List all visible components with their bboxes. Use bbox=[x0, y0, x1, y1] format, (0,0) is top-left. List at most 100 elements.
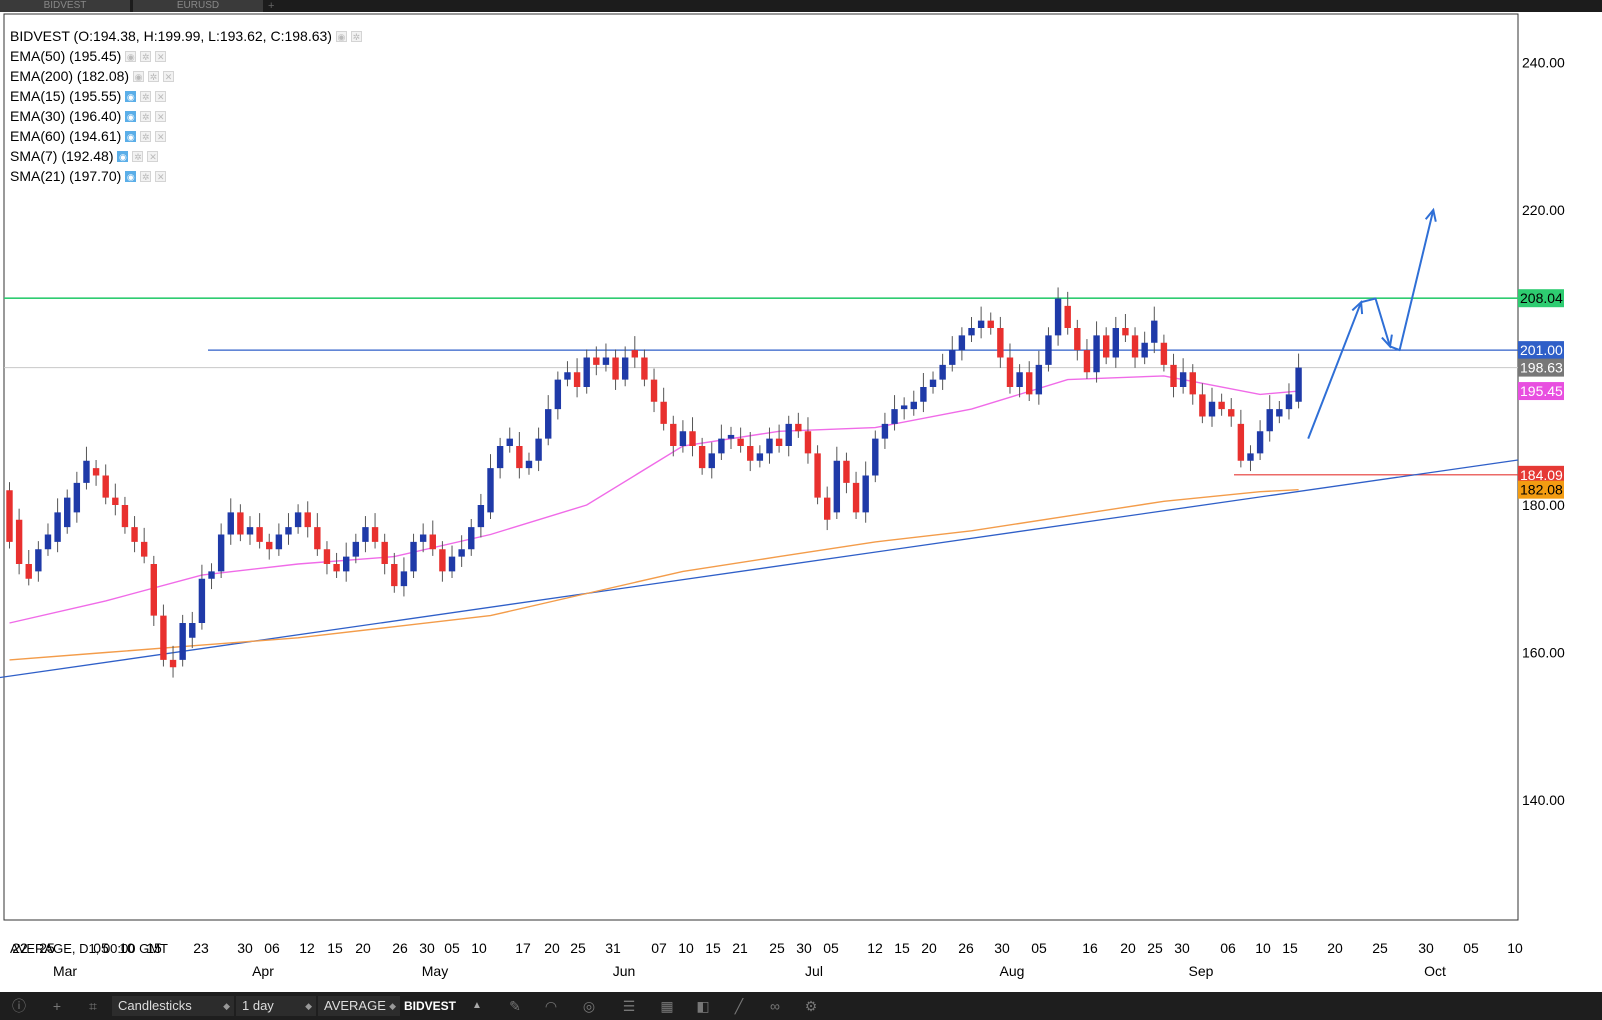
candle bbox=[410, 541, 417, 572]
candle bbox=[872, 438, 879, 476]
candle bbox=[747, 446, 754, 461]
period-select[interactable]: 1 day ◆ bbox=[236, 996, 316, 1016]
candle bbox=[785, 423, 792, 446]
indicator-list: EMA(50) (195.45) ◉ ✲ ✕ EMA(200) (182.08) ◉ ✲ ✕ E… bbox=[10, 46, 362, 186]
candle bbox=[487, 468, 494, 513]
x-tick-label: 21 bbox=[732, 940, 748, 956]
info-icon[interactable]: ⓘ bbox=[12, 998, 26, 1014]
settings-icon[interactable]: ✲ bbox=[140, 90, 152, 102]
projection-arrowhead-up bbox=[1351, 300, 1364, 315]
period-value: 1 day bbox=[242, 998, 274, 1013]
settings-icon[interactable]: ✲ bbox=[140, 50, 152, 62]
candle bbox=[564, 372, 571, 380]
candle bbox=[1083, 350, 1091, 373]
tab-eurusd[interactable]: EURUSD bbox=[133, 0, 263, 12]
indicator-label: SMA(7) (192.48) bbox=[10, 148, 114, 164]
x-tick-label: 15 bbox=[1282, 940, 1298, 956]
candle bbox=[391, 564, 398, 587]
layout-icon[interactable]: ▦ bbox=[660, 998, 674, 1014]
candle bbox=[73, 482, 81, 513]
price-badge-label: 182.08 bbox=[1520, 482, 1563, 498]
y-tick-label: 220.00 bbox=[1522, 202, 1565, 218]
candle bbox=[987, 320, 994, 328]
price-badge bbox=[1518, 480, 1564, 499]
candle bbox=[1247, 453, 1254, 461]
objects-icon[interactable]: ◧ bbox=[696, 998, 710, 1014]
settings-icon[interactable]: ✲ bbox=[132, 150, 144, 162]
candle bbox=[6, 490, 13, 542]
candle bbox=[1208, 401, 1216, 417]
eye-icon[interactable]: ◉ bbox=[125, 50, 137, 62]
candle bbox=[381, 541, 388, 564]
candle bbox=[1295, 367, 1302, 402]
instrument-label[interactable]: BIDVEST bbox=[404, 999, 457, 1013]
indicator-row: EMA(30) (196.40) ◉ ✲ ✕ bbox=[10, 106, 362, 126]
eye-icon[interactable]: ◉ bbox=[125, 170, 137, 182]
candle bbox=[92, 468, 100, 476]
close-icon[interactable]: ✕ bbox=[155, 50, 167, 62]
add-tab-icon[interactable]: + bbox=[268, 0, 275, 12]
eye-icon[interactable]: ◉ bbox=[125, 130, 137, 142]
settings-icon[interactable]: ⚙ bbox=[804, 998, 818, 1014]
close-icon[interactable]: ✕ bbox=[163, 70, 175, 82]
close-icon[interactable]: ✕ bbox=[155, 110, 167, 122]
candle bbox=[266, 541, 273, 550]
candle bbox=[112, 497, 119, 505]
settings-icon[interactable]: ✲ bbox=[140, 110, 152, 122]
projection-arrowhead-down bbox=[1381, 334, 1393, 349]
close-icon[interactable]: ✕ bbox=[147, 150, 159, 162]
average-value: AVERAGE bbox=[324, 998, 386, 1013]
x-tick-label: 20 bbox=[1120, 940, 1136, 956]
average-select[interactable]: AVERAGE ◆ bbox=[318, 996, 400, 1016]
chart-area[interactable]: 240.00 220.00 180.00 160.00 140.00 208.04 201.… bbox=[0, 12, 1602, 992]
candle bbox=[891, 409, 898, 424]
link-icon[interactable]: ∞ bbox=[770, 998, 780, 1014]
chevron-up-icon[interactable]: ▲ bbox=[472, 1000, 482, 1011]
candle bbox=[939, 364, 946, 380]
chart-type-select[interactable]: Candlesticks ◆ bbox=[112, 996, 234, 1016]
close-icon[interactable]: ✕ bbox=[155, 90, 167, 102]
crosshair-icon[interactable]: + bbox=[52, 998, 62, 1014]
settings-icon[interactable]: ✲ bbox=[140, 170, 152, 182]
x-month-label: Oct bbox=[1424, 963, 1446, 979]
candle bbox=[1276, 409, 1283, 417]
indicator-label: EMA(50) (195.45) bbox=[10, 48, 122, 64]
pencil-icon[interactable]: ✎ bbox=[509, 998, 521, 1014]
candle bbox=[949, 350, 956, 365]
eye-off-icon[interactable]: ◎ bbox=[582, 998, 596, 1014]
candle bbox=[217, 534, 225, 572]
settings-icon[interactable]: ✲ bbox=[148, 70, 160, 82]
eye-icon[interactable]: ◉ bbox=[117, 150, 129, 162]
candle bbox=[1074, 328, 1081, 351]
candle bbox=[573, 372, 581, 387]
trendline bbox=[0, 459, 1519, 679]
candle bbox=[496, 446, 504, 469]
settings-icon[interactable]: ✲ bbox=[140, 130, 152, 142]
indicator-label: EMA(30) (196.40) bbox=[10, 108, 122, 124]
candle bbox=[477, 505, 485, 528]
eye-icon[interactable]: ◉ bbox=[125, 90, 137, 102]
line-icon[interactable]: ╱ bbox=[734, 998, 744, 1014]
eye-icon[interactable]: ◉ bbox=[125, 110, 137, 122]
candle bbox=[718, 438, 725, 454]
candle bbox=[852, 482, 860, 513]
candle bbox=[208, 571, 215, 579]
eye-icon[interactable]: ◉ bbox=[133, 70, 145, 82]
candle bbox=[25, 564, 32, 579]
close-icon[interactable]: ✕ bbox=[155, 130, 167, 142]
indicators-icon[interactable]: ☰ bbox=[622, 998, 636, 1014]
settings-icon[interactable]: ✲ bbox=[350, 30, 362, 42]
x-month-label: May bbox=[422, 963, 448, 979]
crop-icon[interactable]: ⌗ bbox=[89, 998, 97, 1014]
close-icon[interactable]: ✕ bbox=[155, 170, 167, 182]
x-month-label: Sep bbox=[1189, 963, 1214, 979]
candle bbox=[824, 497, 831, 520]
x-tick-label: 06 bbox=[264, 940, 280, 956]
price-chart[interactable]: 240.00 220.00 180.00 160.00 140.00 208.04 201.… bbox=[0, 12, 1602, 992]
tab-bidvest[interactable]: BIDVEST bbox=[0, 0, 130, 12]
chart-type-value: Candlesticks bbox=[118, 998, 192, 1013]
magnet-icon[interactable]: ◠ bbox=[544, 998, 558, 1014]
x-tick-label: 05 bbox=[1031, 940, 1047, 956]
eye-icon[interactable]: ◉ bbox=[335, 30, 347, 42]
indicator-row: EMA(15) (195.55) ◉ ✲ ✕ bbox=[10, 86, 362, 106]
